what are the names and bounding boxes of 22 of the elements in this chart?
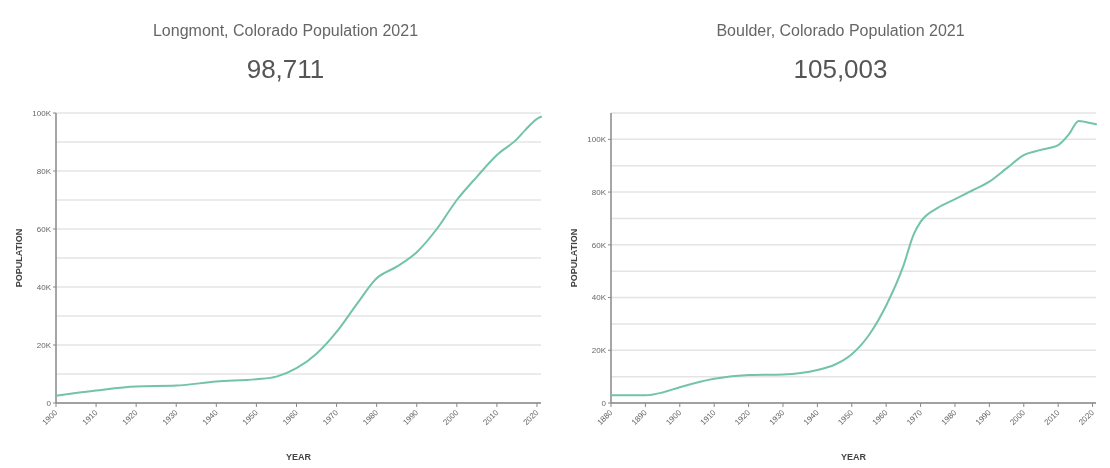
chart-title: Longmont, Colorado Population 2021 [152,22,419,39]
chart-subtitle: 98,711 [246,54,325,84]
y-tick-label: 40K [36,282,52,292]
y-tick-label: 100K [587,135,607,145]
y-tick-label: 20K [36,340,52,350]
x-axis-title: YEAR [285,452,312,462]
x-axis-title: YEAR [840,452,867,462]
line-series [55,115,542,397]
y-tick-label: 80K [36,166,52,176]
chart-subtitle: 105,003 [793,54,888,84]
chart-title: Boulder, Colorado Population 2021 [716,22,965,39]
y-tick-label: 0 [601,398,607,408]
y-tick-label: 60K [591,240,607,250]
y-tick-label: 60K [36,224,52,234]
y-axis-title: POPULATION [14,228,24,288]
y-tick-label: 100K [32,108,52,118]
y-tick-label: 0 [46,398,52,408]
y-axis-title: POPULATION [569,228,579,288]
y-tick-label: 40K [591,293,607,303]
y-tick-label: 20K [591,346,607,356]
line-series [610,119,1097,397]
y-tick-label: 80K [591,187,607,197]
